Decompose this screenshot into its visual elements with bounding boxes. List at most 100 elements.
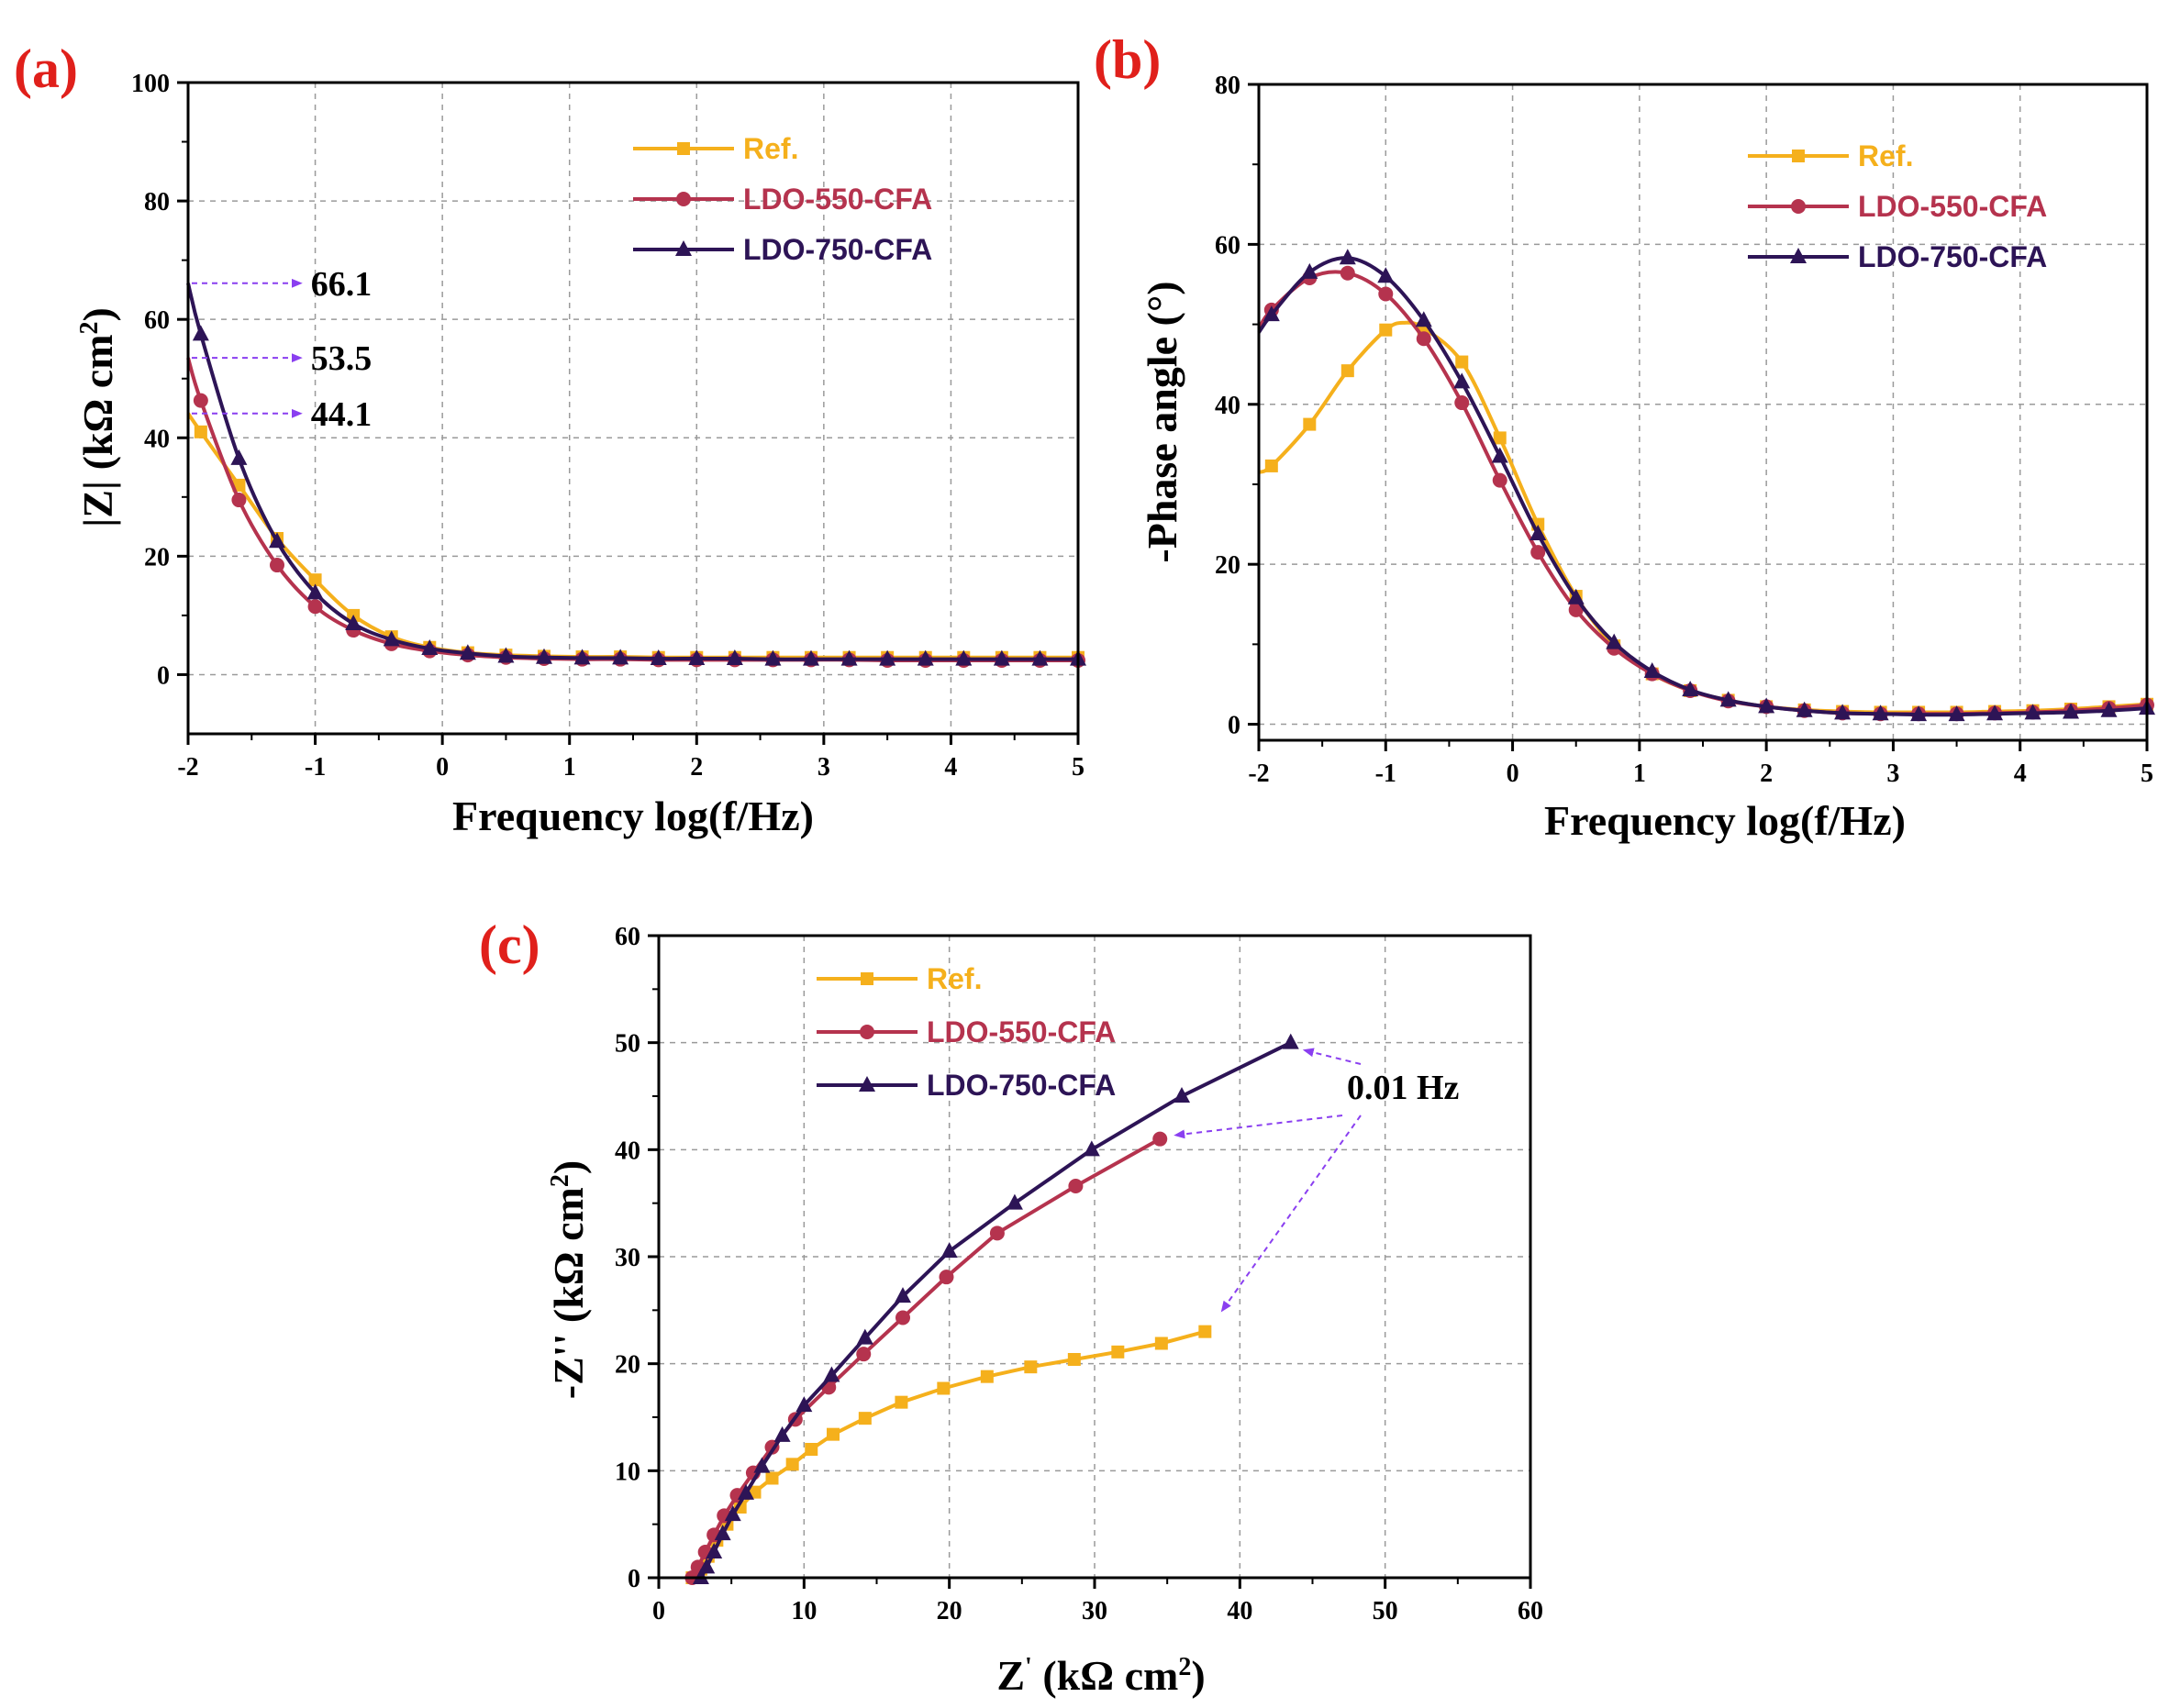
data-point-ldo-750-cfa	[803, 649, 819, 666]
data-point-ldo-750-cfa	[1948, 705, 1965, 722]
panel-b-label: (b)	[1094, 29, 1161, 90]
y-tick-label: 80	[1215, 72, 1240, 100]
legend-marker-ref	[861, 972, 873, 985]
x-tick-label: 20	[937, 1597, 962, 1625]
data-point-ldo-750-cfa	[856, 1328, 873, 1345]
data-point-ref	[765, 1471, 779, 1485]
x-tick-label: 0	[436, 753, 449, 782]
y-tick-label: 0	[157, 661, 170, 690]
legend-label-ldo-550-cfa: LDO-550-CFA	[1858, 190, 2047, 223]
data-point-ldo-550-cfa	[1568, 602, 1584, 617]
y-tick-label: 20	[1215, 551, 1240, 580]
panel-a-legend: Ref. LDO-550-CFA LDO-750-CFA	[633, 132, 932, 266]
panel-a-grid	[188, 83, 1078, 734]
data-point-ldo-750-cfa	[1643, 662, 1661, 679]
legend-label-ref: Ref.	[743, 132, 798, 165]
panel-c-y-axis-label: -Z'' (kΩ cm2)	[545, 1160, 592, 1399]
data-point-ldo-750-cfa	[573, 649, 591, 665]
legend-marker-ldo-750-cfa	[1790, 248, 1807, 263]
data-point-ldo-750-cfa	[1567, 588, 1585, 604]
x-tick-label: 1	[1633, 760, 1646, 788]
x-tick-label: 30	[1082, 1597, 1107, 1625]
panel-c-legend: Ref. LDO-550-CFA LDO-750-CFA	[817, 962, 1116, 1102]
data-point-ldo-750-cfa	[1872, 704, 1889, 721]
data-point-ldo-750-cfa	[753, 1457, 771, 1473]
data-point-ldo-750-cfa	[306, 583, 324, 600]
y-tick-label: 60	[1215, 231, 1240, 260]
panel-c-x-axis-label: Z' (kΩ cm2)	[996, 1652, 1205, 1699]
data-point-ldo-750-cfa	[1491, 447, 1508, 463]
x-tick-label: 1	[563, 753, 576, 782]
panel-b-legend: Ref. LDO-550-CFA LDO-750-CFA	[1748, 139, 2047, 273]
data-point-ldo-750-cfa	[895, 1287, 911, 1303]
data-point-ldo-550-cfa	[1152, 1131, 1168, 1147]
data-point-ldo-750-cfa	[1415, 311, 1432, 327]
legend-marker-ref	[677, 142, 690, 155]
data-point-ldo-550-cfa	[231, 493, 247, 508]
data-point-ref	[308, 573, 322, 587]
data-point-ldo-750-cfa	[192, 325, 209, 341]
y-tick-label: 10	[615, 1458, 640, 1486]
legend-label-ref: Ref.	[927, 962, 982, 995]
data-point-ldo-550-cfa	[939, 1270, 954, 1285]
panel-c-nyquist-plot: (c) 0 10 20 30 40 50 60 0 10 20 30 40 50 60 Z' (kΩ cm…	[479, 915, 1543, 1699]
panel-c-label: (c)	[479, 915, 540, 975]
x-tick-label: 2	[690, 753, 703, 782]
data-point-ldo-750-cfa	[1031, 649, 1049, 666]
data-point-ldo-750-cfa	[230, 449, 248, 465]
panel-c-grid	[659, 936, 1530, 1578]
annotation-arrow	[1302, 1048, 1362, 1065]
x-tick-label: -1	[1375, 760, 1396, 788]
x-tick-label: -2	[177, 753, 198, 782]
series-line-ldo-550-cfa	[1257, 270, 2148, 716]
data-point-ref	[937, 1381, 951, 1395]
data-point-ldo-750-cfa	[738, 1483, 754, 1500]
data-point-ldo-750-cfa	[1606, 633, 1623, 649]
data-point-ldo-750-cfa	[2100, 701, 2118, 717]
data-point-ldo-550-cfa	[1454, 395, 1470, 411]
data-point-ldo-550-cfa	[270, 558, 284, 573]
y-tick-label: 20	[144, 543, 170, 571]
x-tick-label: 5	[2141, 760, 2153, 788]
data-point-ldo-750-cfa	[612, 649, 629, 665]
panel-b-plot-frame	[1257, 83, 2149, 742]
data-point-ldo-750-cfa	[1834, 704, 1852, 720]
data-point-ldo-750-cfa	[955, 649, 973, 666]
panel-b-axes: -2 -1 0 1 2 3 4 5 0 20 40 60 80	[1215, 72, 2153, 788]
data-point-ref	[1493, 431, 1507, 445]
data-point-ldo-750-cfa	[773, 1425, 791, 1442]
data-point-ldo-750-cfa	[724, 1505, 741, 1522]
x-tick-label: 10	[791, 1597, 817, 1625]
data-point-ref	[1455, 355, 1469, 369]
y-tick-label: 40	[144, 425, 170, 453]
y-tick-label: 50	[615, 1030, 640, 1059]
data-point-ldo-550-cfa	[1378, 286, 1394, 302]
x-tick-label: 50	[1373, 1597, 1398, 1625]
legend-label-ldo-750-cfa: LDO-750-CFA	[927, 1069, 1116, 1102]
legend-marker-ldo-550-cfa	[1791, 199, 1806, 214]
data-point-ref	[1303, 417, 1317, 431]
series-ref	[1258, 320, 2153, 719]
data-point-ref	[895, 1395, 908, 1409]
panel-c-series	[684, 1033, 1299, 1585]
x-tick-label: 3	[818, 753, 830, 782]
data-point-ldo-750-cfa	[698, 1558, 716, 1574]
annotation-value: 44.1	[311, 395, 373, 434]
data-point-ldo-550-cfa	[895, 1310, 910, 1325]
data-point-ldo-750-cfa	[1083, 1140, 1100, 1157]
data-point-ref	[785, 1458, 799, 1471]
y-tick-label: 40	[1215, 392, 1240, 420]
y-tick-label: 30	[615, 1244, 640, 1272]
data-point-ldo-750-cfa	[840, 649, 858, 666]
data-point-ldo-550-cfa	[307, 599, 323, 615]
data-point-ldo-750-cfa	[1682, 681, 1699, 697]
data-point-ldo-750-cfa	[1796, 701, 1813, 717]
data-point-ldo-550-cfa	[1492, 472, 1507, 488]
data-point-ldo-750-cfa	[1006, 1193, 1023, 1210]
legend-label-ldo-750-cfa: LDO-750-CFA	[743, 233, 932, 266]
legend-label-ldo-550-cfa: LDO-550-CFA	[743, 183, 932, 216]
y-tick-label: 20	[615, 1351, 640, 1380]
legend-label-ref: Ref.	[1858, 139, 1913, 172]
data-point-ldo-750-cfa	[993, 649, 1010, 666]
